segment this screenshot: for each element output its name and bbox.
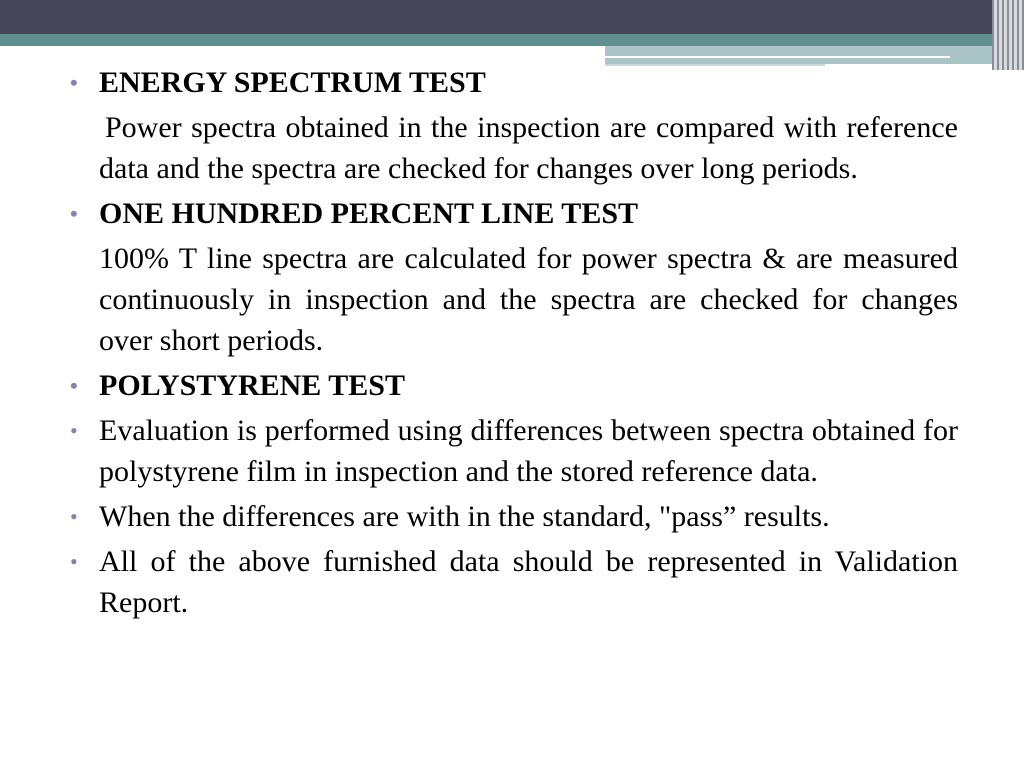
bullet-icon: • xyxy=(70,418,78,443)
polystyrene-test-heading: • POLYSTYRENE TEST xyxy=(70,365,958,406)
one-hundred-percent-line-test-heading: • ONE HUNDRED PERCENT LINE TEST xyxy=(70,193,958,234)
validation-report-bullet: • All of the above furnished data should… xyxy=(70,541,958,623)
evaluation-bullet: • Evaluation is performed using differen… xyxy=(70,410,958,492)
bullet-icon: • xyxy=(70,201,78,226)
header-band-dark xyxy=(0,0,1024,34)
heading-text: ONE HUNDRED PERCENT LINE TEST xyxy=(99,197,639,230)
header-band-teal xyxy=(0,34,1024,46)
one-hundred-percent-line-test-description: 100% T line spectra are calculated for p… xyxy=(99,242,958,357)
header-accent-line xyxy=(605,56,950,58)
bullet-text: When the differences are with in the sta… xyxy=(99,500,830,533)
energy-spectrum-test-heading: • ENERGY SPECTRUM TEST xyxy=(70,62,958,103)
bullet-icon: • xyxy=(70,549,78,574)
slide-content: • ENERGY SPECTRUM TEST Power spectra obt… xyxy=(70,62,958,627)
bullet-text: All of the above furnished data should b… xyxy=(99,545,958,619)
header-stripes-decoration xyxy=(992,0,1024,70)
heading-text: ENERGY SPECTRUM TEST xyxy=(99,66,486,99)
header-accent-line-secondary xyxy=(605,64,825,66)
bullet-text: Evaluation is performed using difference… xyxy=(99,414,958,488)
heading-text: POLYSTYRENE TEST xyxy=(99,369,405,402)
bullet-icon: • xyxy=(70,504,78,529)
bullet-icon: • xyxy=(70,70,78,95)
bullet-icon: • xyxy=(70,373,78,398)
pass-result-bullet: • When the differences are with in the s… xyxy=(70,496,958,537)
header-band-teal-light xyxy=(605,46,1024,64)
energy-spectrum-test-description: Power spectra obtained in the inspection… xyxy=(99,111,958,185)
